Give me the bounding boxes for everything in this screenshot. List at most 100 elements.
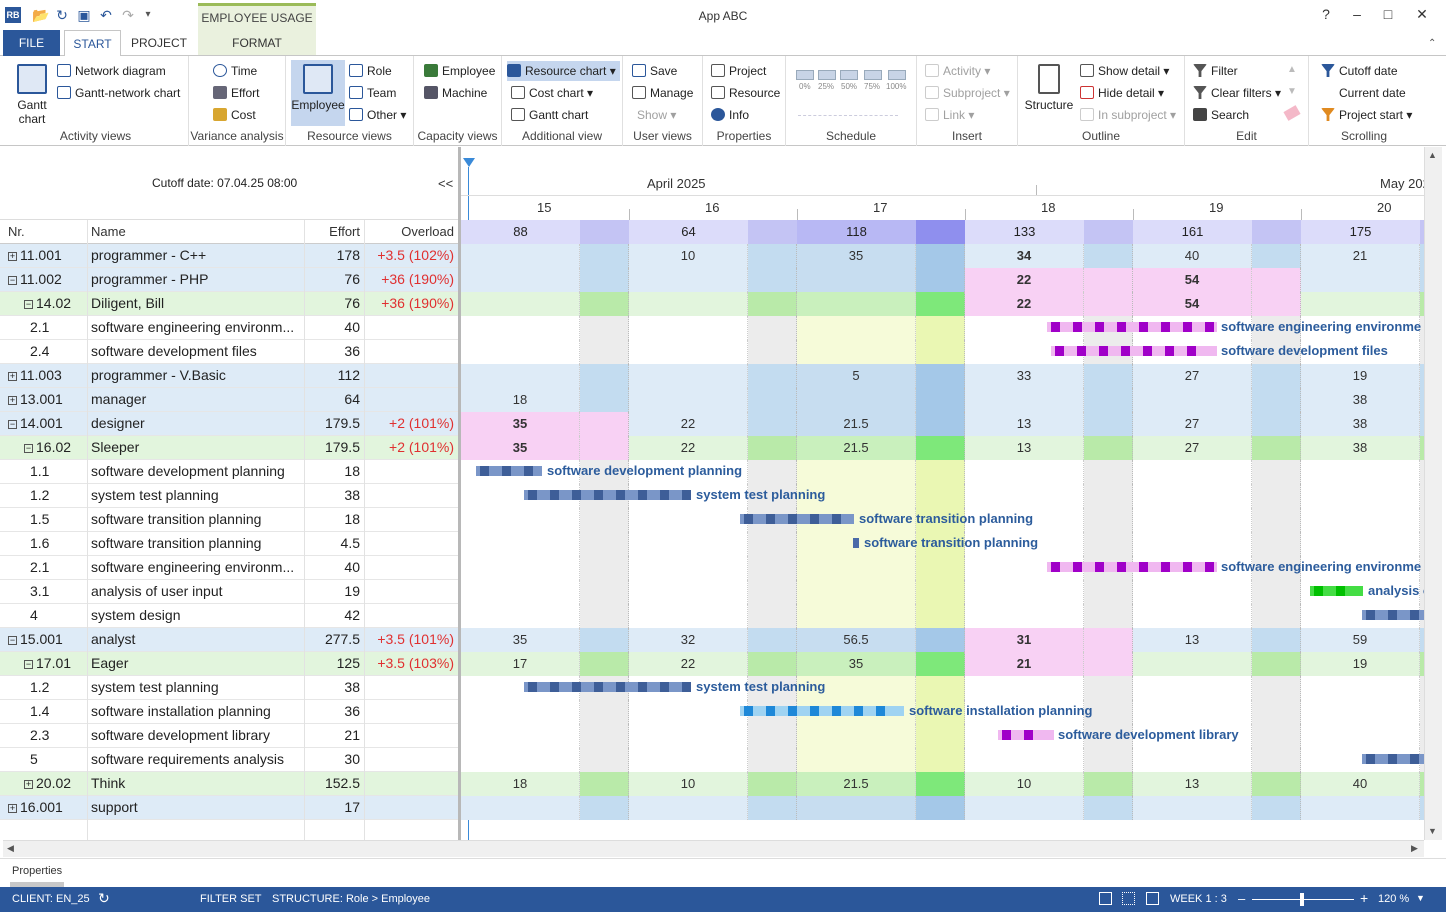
resource-row[interactable]: +11.001 programmer - C++ 178 +3.5 (102%) <box>0 244 458 268</box>
scroll-left-icon[interactable]: ◀ <box>7 843 14 853</box>
collapse-icon[interactable]: − <box>8 275 17 285</box>
tab-format[interactable]: FORMAT <box>232 36 282 50</box>
activity-row[interactable]: 1.5 software transition planning 18 <box>0 508 458 532</box>
search-button[interactable]: Search <box>1193 105 1249 125</box>
collapse-icon[interactable]: − <box>8 419 17 429</box>
employee-row[interactable]: −16.02 Sleeper 179.5 +2 (101%) <box>0 436 458 460</box>
progress-25-button[interactable] <box>818 70 836 80</box>
activity-bar[interactable] <box>1362 754 1424 764</box>
manage-views-button[interactable]: Manage <box>632 83 693 103</box>
layout-view-icon[interactable] <box>1099 892 1112 905</box>
ribbon-collapse-icon[interactable]: ⌃ <box>1428 38 1437 49</box>
save-view-button[interactable]: Save <box>632 61 677 81</box>
variance-effort-button[interactable]: Effort <box>213 83 259 103</box>
insert-link-button[interactable]: Link ▾ <box>925 105 974 125</box>
resource-row[interactable]: +16.001 support 17 <box>0 796 458 820</box>
activity-row[interactable]: 2.3 software development library 21 <box>0 724 458 748</box>
activity-bar[interactable] <box>853 538 859 548</box>
scroll-right-icon[interactable]: ▶ <box>1411 843 1418 853</box>
open-folder-icon[interactable]: 📂 <box>32 7 50 23</box>
gantt-network-button[interactable]: Gantt-network chart <box>57 83 180 103</box>
activity-row[interactable]: 2.1 software engineering environm... 40 <box>0 316 458 340</box>
tab-start[interactable]: START <box>64 30 121 57</box>
scroll-up-icon[interactable]: ▲ <box>1428 150 1437 160</box>
insert-subproject-button[interactable]: Subproject ▾ <box>925 83 1010 103</box>
expand-icon[interactable]: + <box>8 395 17 405</box>
progress-50-button[interactable] <box>840 70 858 80</box>
progress-100-button[interactable] <box>888 70 906 80</box>
current-date-button[interactable]: Current date <box>1339 86 1406 100</box>
expand-icon[interactable]: + <box>8 371 17 381</box>
resource-row[interactable]: +13.001 manager 64 <box>0 388 458 412</box>
zoom-out-button[interactable]: – <box>1238 891 1246 906</box>
employee-row[interactable]: −17.01 Eager 125 +3.5 (103%) <box>0 652 458 676</box>
structure-button[interactable]: Structure <box>1022 64 1076 112</box>
activity-bar[interactable] <box>1047 562 1217 572</box>
expand-icon[interactable]: + <box>24 779 33 789</box>
role-view-button[interactable]: Role <box>349 61 392 81</box>
tab-project[interactable]: PROJECT <box>130 36 187 50</box>
resource-chart-button[interactable]: Resource chart ▾ <box>507 61 620 81</box>
resource-row[interactable]: −11.002 programmer - PHP 76 +36 (190%) <box>0 268 458 292</box>
variance-time-button[interactable]: Time <box>213 61 257 81</box>
activity-bar[interactable] <box>1047 322 1217 332</box>
redo-icon[interactable]: ↷ <box>122 7 134 23</box>
pane-splitter[interactable] <box>458 147 461 840</box>
collapse-icon[interactable]: − <box>8 635 17 645</box>
activity-row[interactable]: 5 software requirements analysis 30 <box>0 748 458 772</box>
variance-cost-button[interactable]: Cost <box>213 105 256 125</box>
expand-icon[interactable]: + <box>8 803 17 813</box>
activity-bar[interactable] <box>1051 346 1217 356</box>
filter-button[interactable]: Filter <box>1193 61 1238 81</box>
activity-bar[interactable] <box>740 514 854 524</box>
move-down-icon[interactable]: ▼ <box>1287 86 1297 97</box>
show-detail-button[interactable]: Show detail ▾ <box>1080 61 1169 81</box>
minimize-button[interactable]: – <box>1353 6 1361 22</box>
properties-tab[interactable]: Properties <box>12 865 63 877</box>
column-header-effort[interactable]: Effort <box>329 224 360 239</box>
move-up-icon[interactable]: ▲ <box>1287 64 1297 75</box>
resource-row[interactable]: +11.003 programmer - V.Basic 112 <box>0 364 458 388</box>
activity-row[interactable]: 3.1 analysis of user input 19 <box>0 580 458 604</box>
activity-row[interactable]: 1.6 software transition planning 4.5 <box>0 532 458 556</box>
project-start-button[interactable]: Project start ▾ <box>1321 105 1412 125</box>
tab-file[interactable]: FILE <box>3 30 60 56</box>
close-button[interactable]: ✕ <box>1416 6 1428 22</box>
zoom-in-button[interactable]: + <box>1360 890 1369 906</box>
clear-filters-button[interactable]: Clear filters ▾ <box>1193 83 1281 103</box>
other-view-button[interactable]: Other ▾ <box>349 105 406 125</box>
collapse-icon[interactable]: − <box>24 299 33 309</box>
resource-row[interactable]: −14.001 designer 179.5 +2 (101%) <box>0 412 458 436</box>
chart-view-icon[interactable] <box>1146 892 1159 905</box>
activity-row[interactable]: 2.4 software development files 36 <box>0 340 458 364</box>
activity-row[interactable]: 1.2 system test planning 38 <box>0 484 458 508</box>
activity-row[interactable]: 1.4 software installation planning 36 <box>0 700 458 724</box>
cutoff-date-button[interactable]: Cutoff date <box>1321 61 1398 81</box>
horizontal-scrollbar[interactable]: ◀ ▶ <box>3 840 1424 857</box>
activity-bar[interactable] <box>1310 586 1363 596</box>
activity-bar[interactable] <box>524 682 691 692</box>
info-button[interactable]: Info <box>711 105 749 125</box>
progress-75-button[interactable] <box>864 70 882 80</box>
hide-detail-button[interactable]: Hide detail ▾ <box>1080 83 1164 103</box>
expand-icon[interactable]: + <box>8 251 17 261</box>
eraser-icon[interactable] <box>1283 105 1301 121</box>
in-subproject-button[interactable]: In subproject ▾ <box>1080 105 1176 125</box>
scroll-down-icon[interactable]: ▼ <box>1428 826 1437 836</box>
show-views-button[interactable]: Show ▾ <box>637 108 677 122</box>
capacity-machine-button[interactable]: Machine <box>424 83 487 103</box>
employee-row[interactable]: −14.02 Diligent, Bill 76 +36 (190%) <box>0 292 458 316</box>
vertical-scrollbar[interactable]: ▲ ▼ <box>1424 147 1442 840</box>
activity-bar[interactable] <box>1362 610 1424 620</box>
employee-view-button[interactable]: Employee <box>291 60 345 126</box>
capacity-employee-button[interactable]: Employee <box>424 61 495 81</box>
progress-0-button[interactable] <box>796 70 814 80</box>
cost-chart-button[interactable]: Cost chart ▾ <box>511 83 593 103</box>
column-header-overload[interactable]: Overload <box>401 224 454 239</box>
activity-row[interactable]: 4 system design 42 <box>0 604 458 628</box>
save-icon[interactable]: ▣ <box>77 7 91 23</box>
undo-icon[interactable]: ↶ <box>100 7 112 23</box>
schedule-move-icons[interactable] <box>798 102 898 116</box>
activity-bar[interactable] <box>740 706 904 716</box>
additional-gantt-button[interactable]: Gantt chart <box>511 105 588 125</box>
